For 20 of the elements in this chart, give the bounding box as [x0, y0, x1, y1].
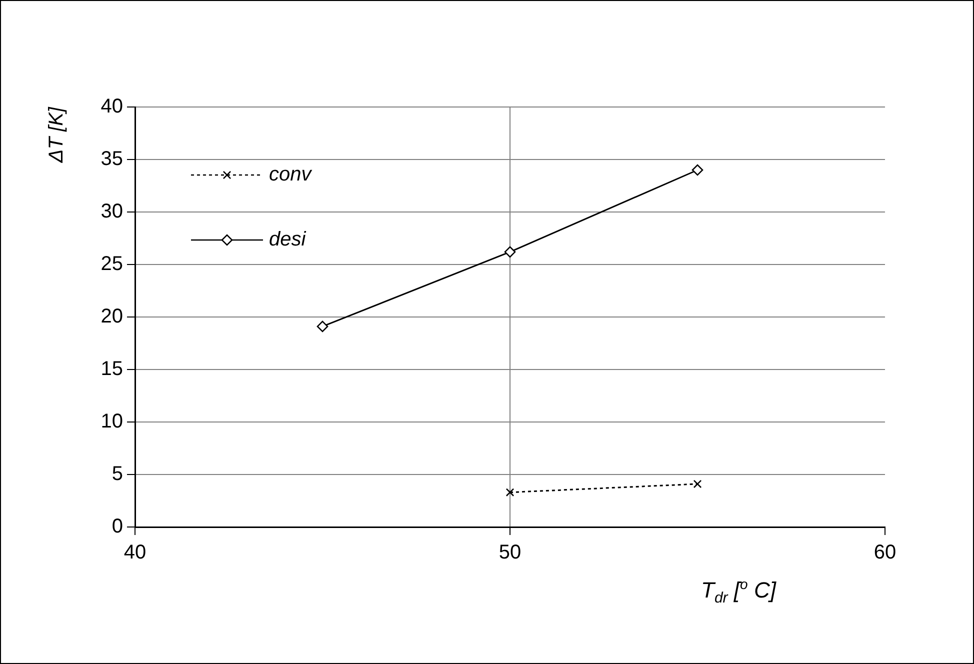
point	[504, 246, 516, 258]
x-tick-label: 50	[498, 542, 522, 564]
point	[692, 164, 704, 176]
y-tick-label: 40	[100, 96, 123, 118]
point	[316, 320, 328, 332]
y-tick-label: 35	[100, 148, 123, 170]
y-tick-label: 25	[100, 253, 123, 276]
y-tick-label: 30	[100, 200, 123, 223]
y-tick-label: 15	[100, 358, 123, 380]
x-axis-title: T$_{dr}$ [$^{o}$ C]	[701, 576, 776, 607]
y-tick-label: 0	[112, 516, 123, 538]
y-tick-label: 10	[100, 410, 123, 433]
legend-label: conv	[269, 164, 312, 186]
point	[506, 488, 514, 497]
y-tick-label: 20	[100, 306, 123, 328]
legend-label: desi	[269, 228, 306, 251]
y-tick-label: 5	[112, 463, 123, 486]
y-axis-title: ΔT [K]	[46, 106, 68, 164]
x-tick-label: 60	[874, 542, 896, 564]
point	[693, 480, 702, 488]
